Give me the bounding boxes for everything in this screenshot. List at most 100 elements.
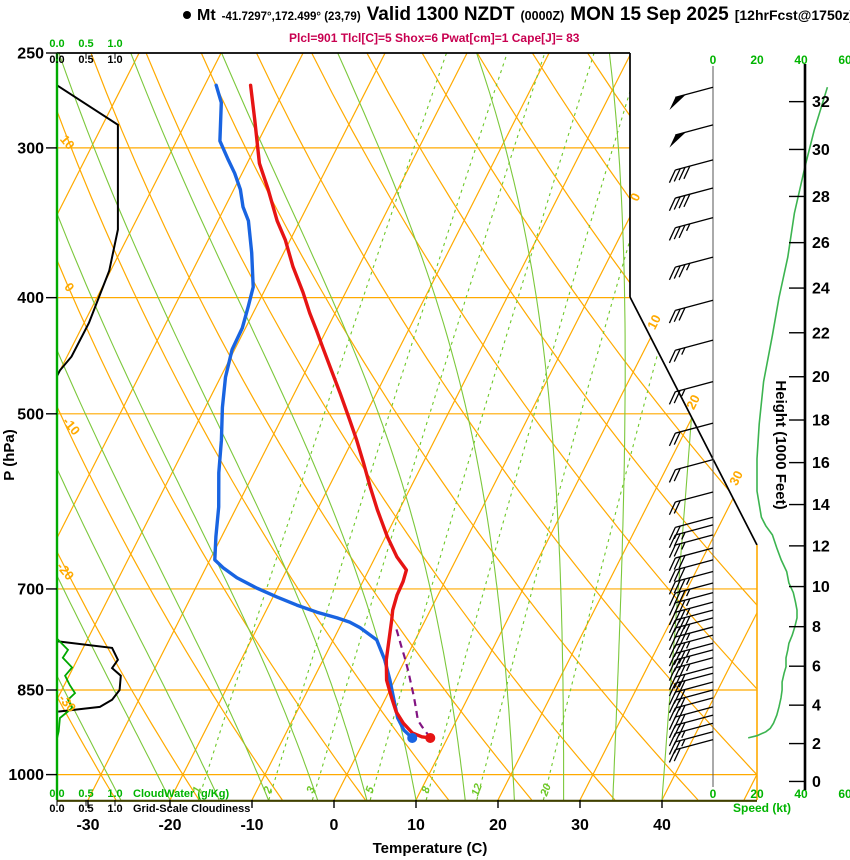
temperature-axis-title: Temperature (C) — [373, 840, 488, 857]
dry-adiabat-label: -10 — [60, 414, 84, 438]
height-tick-label: 6 — [812, 659, 821, 676]
height-tick-label: 24 — [812, 281, 830, 298]
pressure-tick-label: 700 — [17, 581, 44, 598]
height-tick-label: 26 — [812, 235, 830, 252]
cloudwater-profile — [56, 637, 77, 739]
wind-barb — [668, 299, 714, 324]
speed-tick-label: 0 — [710, 53, 717, 67]
wind-barb — [668, 738, 714, 763]
moist-adiabat-line — [476, 53, 565, 800]
speed-tick-label: 20 — [750, 53, 764, 67]
wind-barb — [668, 458, 714, 483]
height-tick-label: 20 — [812, 369, 830, 386]
isotherm-line — [251, 53, 632, 800]
pressure-tick-label: 400 — [17, 290, 44, 307]
mixing-ratio-label: 8 — [419, 784, 433, 795]
wind-barb — [668, 339, 714, 364]
moist-adiabat-line — [337, 53, 515, 800]
moist-adiabat-line — [57, 53, 220, 800]
wind-barb — [668, 642, 714, 667]
moist-adiabat-line — [57, 53, 319, 800]
dry-adiabat-line — [145, 53, 616, 800]
dry-adiabat-line — [421, 53, 757, 800]
mixing-ratio-label: 1 — [190, 785, 203, 795]
pressure-tick-label: 250 — [17, 46, 44, 63]
mixing-ratio-label: 2 — [261, 785, 275, 796]
speed-axis-title: Speed (kt) — [733, 801, 791, 815]
temperature-curve — [248, 83, 432, 740]
moist-adiabat-line — [58, 53, 368, 800]
mixing-ratio-line — [542, 53, 742, 800]
surface-dewpoint-dot — [407, 732, 418, 743]
temperature-tick-label: 0 — [330, 817, 339, 834]
isotherm-line — [743, 53, 757, 800]
height-tick-label: 14 — [812, 497, 830, 514]
cloudwater-scale-tick: 0.5 — [78, 38, 93, 50]
temperature-tick-label: -20 — [158, 817, 181, 834]
isotherm-label: 30 — [726, 468, 746, 488]
speed-tick-label: 20 — [750, 787, 764, 801]
wind-barb — [668, 706, 714, 730]
height-tick-label: 8 — [812, 619, 821, 636]
wind-barb — [668, 159, 714, 183]
isotherm-line — [57, 53, 222, 800]
mixing-ratio-line — [476, 53, 686, 800]
dry-adiabat-line — [255, 53, 757, 800]
wind-barb — [668, 559, 714, 583]
temperature-axis: -30 -20 -10 0 10 20 30 40 Temperature (C) — [76, 800, 671, 857]
surface-temp-dot — [425, 732, 436, 743]
speed-tick-label: 60 — [838, 787, 850, 801]
cloudiness-scale-tick: 1.0 — [107, 54, 122, 66]
station-bullet-icon — [183, 11, 191, 19]
height-tick-label: 12 — [812, 538, 830, 555]
wind-barb — [669, 86, 714, 111]
height-tick-label: 4 — [812, 698, 821, 715]
isotherm-line — [497, 53, 757, 800]
height-tick-label: 0 — [812, 774, 821, 791]
pressure-tick-label: 300 — [17, 140, 44, 157]
cloudiness-profile-lower — [56, 640, 122, 713]
cloudiness-scale-tick: 0.5 — [78, 54, 93, 66]
isotherm-label: 10 — [644, 312, 664, 332]
cloudiness-scale-tick: 1.0 — [107, 803, 122, 815]
temperature-tick-label: -30 — [76, 817, 99, 834]
dry-adiabat-label: 10 — [57, 132, 78, 153]
temperature-tick-label: -10 — [240, 817, 263, 834]
wind-barb — [668, 380, 714, 405]
mixing-ratio-label: 3 — [304, 785, 317, 795]
speed-tick-label: 60 — [838, 53, 850, 67]
wind-speed-curve — [748, 86, 829, 739]
temperature-tick-label: 40 — [653, 817, 671, 834]
speed-tick-label: 0 — [710, 787, 717, 801]
cloudwater-scale-tick: 0.0 — [49, 38, 64, 50]
dry-adiabat-line — [366, 53, 757, 800]
height-tick-label: 16 — [812, 455, 830, 472]
mixing-ratio-line — [197, 53, 448, 800]
height-tick-label: 32 — [812, 94, 830, 111]
isotherm-label: 20 — [683, 392, 703, 412]
moist-adiabat-line — [608, 53, 626, 800]
valid-time: Valid 1300 NZDT — [366, 4, 515, 25]
isotherm-line — [87, 53, 468, 800]
dry-adiabat-line — [57, 53, 450, 800]
wind-barb — [668, 714, 714, 739]
height-tick-label: 30 — [812, 142, 830, 159]
pressure-axis-title: P (hPa) — [1, 429, 18, 480]
dry-adiabat-line — [57, 53, 200, 800]
moist-adiabat-line — [221, 53, 466, 800]
wind-barb — [668, 666, 714, 690]
pressure-axis: 250 300 400 500 700 850 1000 P (hPa) — [1, 46, 57, 784]
wind-barb — [668, 256, 714, 281]
mixing-ratio-line — [369, 53, 595, 800]
dewpoint-curve — [213, 83, 414, 740]
height-tick-label: 10 — [812, 579, 830, 596]
wind-barb — [668, 626, 714, 651]
wind-barb — [669, 124, 714, 148]
isotherm-line — [57, 53, 386, 800]
dry-adiabat-line — [90, 53, 533, 800]
cloudwater-scale-label: CloudWater (g/Kg) — [133, 788, 229, 800]
mixing-ratio-label: 12 — [469, 782, 484, 798]
